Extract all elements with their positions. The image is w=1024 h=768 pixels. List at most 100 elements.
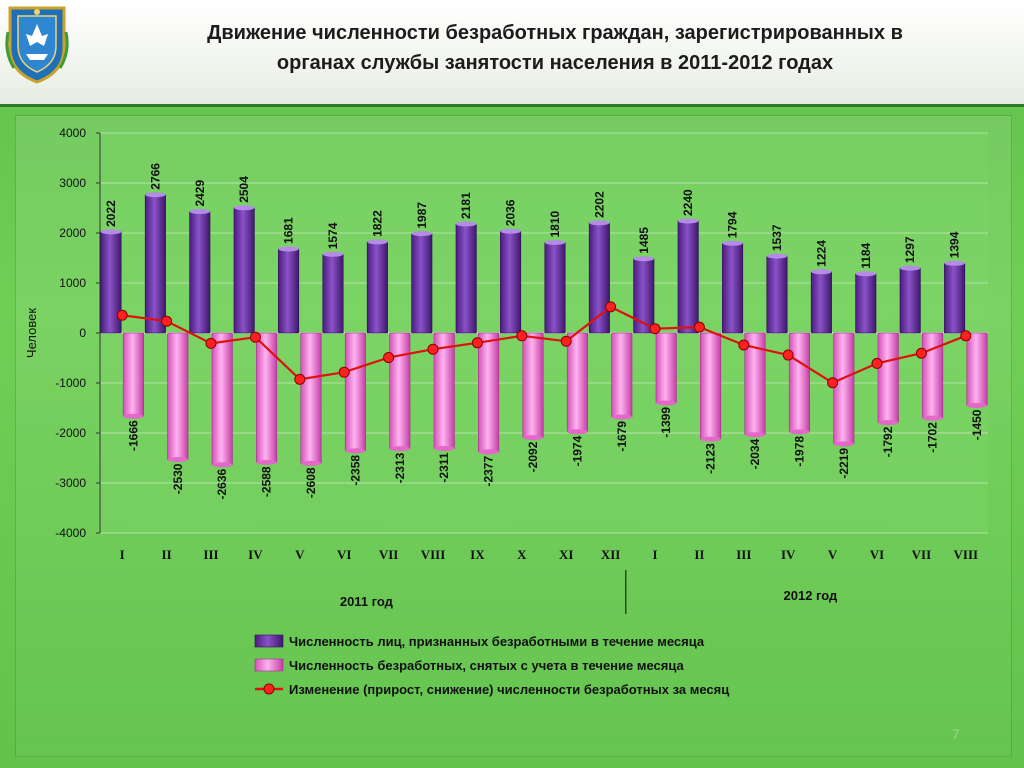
deregistered-value-label: -2034 bbox=[748, 438, 762, 469]
registered-bar-top bbox=[411, 231, 432, 237]
legend-label: Численность безработных, снятых с учета … bbox=[289, 658, 685, 673]
registered-bar bbox=[366, 241, 388, 334]
registered-bar bbox=[544, 242, 566, 334]
registered-bar-top bbox=[544, 240, 566, 245]
registered-value-label: 1574 bbox=[326, 222, 340, 249]
deregistered-value-label: -2608 bbox=[304, 467, 318, 498]
deregistered-value-label: -2530 bbox=[171, 463, 185, 494]
registered-value-label: 2022 bbox=[104, 200, 118, 227]
change-point bbox=[693, 321, 705, 333]
change-line bbox=[122, 305, 967, 384]
x-category-label: I bbox=[120, 547, 125, 562]
y-tick-label: -1000 bbox=[55, 376, 86, 390]
deregistered-value-label: -2219 bbox=[837, 448, 851, 479]
registered-bar-top bbox=[189, 209, 210, 215]
registered-bar bbox=[899, 267, 921, 334]
deregistered-value-label: -1974 bbox=[570, 435, 584, 466]
deregistered-value-label: -1792 bbox=[881, 426, 895, 457]
change-point bbox=[871, 357, 883, 369]
x-category-label: XI bbox=[559, 547, 573, 562]
registered-value-label: 2429 bbox=[193, 180, 207, 207]
deregistered-value-label: -2311 bbox=[437, 452, 451, 482]
year-group-label: 2012 год bbox=[784, 588, 839, 603]
registered-bar-top bbox=[233, 205, 255, 211]
registered-value-label: 1822 bbox=[370, 210, 384, 237]
deregistered-value-label: -2377 bbox=[482, 456, 496, 487]
deregistered-bar bbox=[211, 332, 233, 466]
deregistered-value-label: -2123 bbox=[704, 443, 718, 474]
registered-bar bbox=[233, 207, 255, 334]
page-title: Движение численности безработных граждан… bbox=[140, 18, 970, 78]
x-category-label: VIII bbox=[954, 547, 979, 562]
deregistered-bar-bottom bbox=[656, 400, 677, 406]
change-point bbox=[516, 330, 528, 342]
deregistered-bar bbox=[700, 332, 722, 440]
registered-bar bbox=[500, 230, 522, 334]
deregistered-bar bbox=[788, 332, 810, 433]
x-category-label: VI bbox=[870, 547, 884, 562]
deregistered-value-label: -2092 bbox=[526, 441, 540, 472]
change-point bbox=[560, 335, 572, 347]
deregistered-value-label: -1978 bbox=[792, 436, 806, 467]
deregistered-bar bbox=[566, 332, 588, 432]
registered-value-label: 2036 bbox=[504, 199, 518, 226]
change-point bbox=[249, 331, 261, 343]
y-tick-label: 3000 bbox=[59, 176, 86, 190]
registered-bar-top bbox=[145, 192, 166, 198]
change-point bbox=[427, 343, 439, 355]
deregistered-bar-bottom bbox=[922, 415, 943, 421]
y-tick-label: -3000 bbox=[55, 476, 86, 490]
change-point bbox=[338, 366, 350, 378]
coat-of-arms-icon bbox=[5, 6, 69, 84]
registered-bar bbox=[322, 254, 344, 334]
registered-value-label: 2504 bbox=[237, 176, 251, 203]
registered-value-label: 1184 bbox=[859, 242, 873, 268]
deregistered-bar-bottom bbox=[389, 446, 411, 452]
y-tick-label: 2000 bbox=[59, 226, 86, 240]
registered-bar-top bbox=[899, 265, 921, 271]
deregistered-value-label: -1679 bbox=[615, 421, 629, 452]
registered-bar-top bbox=[633, 256, 655, 262]
x-category-label: II bbox=[694, 547, 704, 562]
registered-bar bbox=[944, 262, 966, 334]
deregistered-bar-bottom bbox=[345, 448, 366, 454]
title-line-1: Движение численности безработных граждан… bbox=[207, 22, 903, 44]
y-tick-label: -2000 bbox=[55, 426, 86, 440]
legend-swatch-deregistered bbox=[254, 658, 284, 672]
bar-data-labels: 2022 -1666 2766 -2530 2429 -2636 2504 -2588 1681… bbox=[104, 163, 984, 500]
registered-value-label: 1794 bbox=[726, 211, 740, 238]
registered-value-label: 1394 bbox=[948, 231, 962, 258]
year-groups: 2011 год 2012 год bbox=[340, 570, 838, 614]
deregistered-bar-bottom bbox=[167, 457, 189, 462]
change-point bbox=[205, 337, 217, 349]
legend-label: Численность лиц, признанных безработными… bbox=[289, 634, 705, 649]
change-point bbox=[782, 349, 794, 361]
registered-bar bbox=[677, 220, 699, 334]
registered-value-label: 1297 bbox=[903, 236, 917, 263]
deregistered-bar-bottom bbox=[212, 462, 233, 468]
registered-bar-top bbox=[855, 271, 877, 277]
x-category-label: V bbox=[828, 547, 838, 562]
registered-value-label: 2766 bbox=[148, 163, 162, 190]
x-axis: I II III IV V VI VII VIII IX X XI XII I II III IV V VI VII… bbox=[120, 547, 978, 562]
registered-bar-top bbox=[677, 218, 699, 224]
x-category-label: VIII bbox=[421, 547, 446, 562]
registered-value-label: 1810 bbox=[548, 210, 562, 237]
x-category-label: II bbox=[162, 547, 172, 562]
x-category-label: III bbox=[203, 547, 218, 562]
registered-bar bbox=[411, 233, 433, 334]
registered-bar-top bbox=[766, 253, 788, 259]
registered-bar-top bbox=[322, 251, 344, 257]
y-axis-label: Человек bbox=[24, 308, 39, 358]
deregistered-bar-bottom bbox=[833, 441, 855, 447]
deregistered-bar bbox=[256, 332, 278, 463]
change-point bbox=[116, 309, 128, 321]
deregistered-bar bbox=[877, 332, 899, 423]
x-category-label: X bbox=[517, 547, 527, 562]
registered-bar-top bbox=[278, 246, 299, 252]
change-point bbox=[294, 373, 306, 385]
deregistered-bar-bottom bbox=[878, 420, 899, 426]
x-category-label: VI bbox=[337, 547, 351, 562]
x-category-label: IX bbox=[470, 547, 485, 562]
legend-swatch-change-marker bbox=[263, 683, 275, 695]
